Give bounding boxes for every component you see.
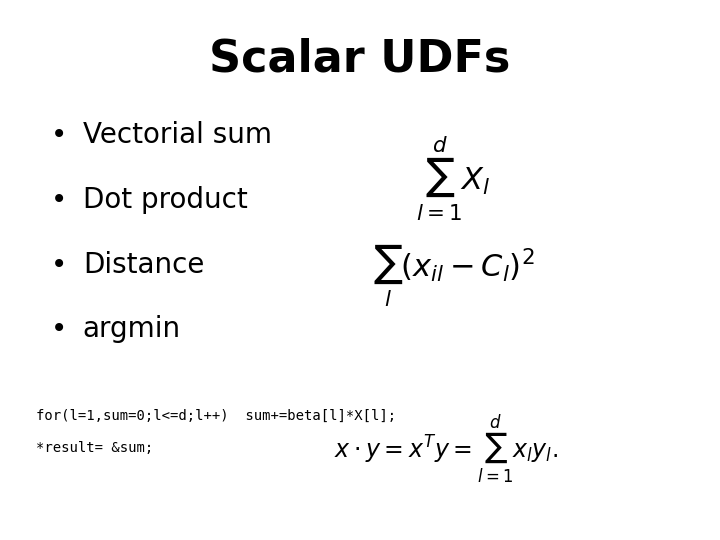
Text: •: • [50, 251, 67, 279]
Text: •: • [50, 121, 67, 149]
Text: $x \cdot y = x^T y = \sum_{l=1}^{d} x_l y_l.$: $x \cdot y = x^T y = \sum_{l=1}^{d} x_l … [334, 412, 559, 484]
Text: Vectorial sum: Vectorial sum [83, 121, 272, 149]
Text: •: • [50, 186, 67, 214]
Text: *result= &sum;: *result= &sum; [36, 441, 153, 455]
Text: Distance: Distance [83, 251, 204, 279]
Text: •: • [50, 315, 67, 343]
Text: for(l=1,sum=0;l<=d;l++)  sum+=beta[l]*X[l];: for(l=1,sum=0;l<=d;l++) sum+=beta[l]*X[l… [36, 409, 396, 423]
Text: Scalar UDFs: Scalar UDFs [210, 38, 510, 81]
Text: Dot product: Dot product [83, 186, 248, 214]
Text: argmin: argmin [83, 315, 181, 343]
Text: $\sum_{l} (x_{il} - C_l)^2$: $\sum_{l} (x_{il} - C_l)^2$ [373, 242, 534, 309]
Text: $\sum_{l=1}^{d} X_l$: $\sum_{l=1}^{d} X_l$ [416, 134, 491, 222]
